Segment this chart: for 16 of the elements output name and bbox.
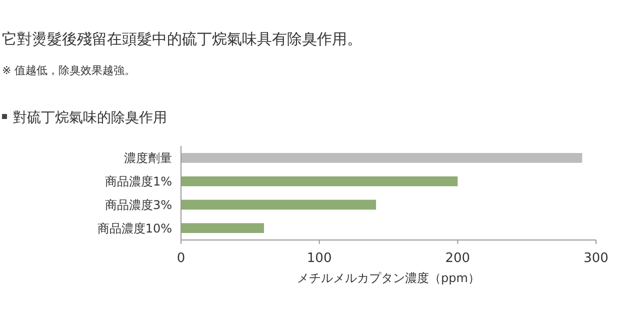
x-tick-label: 100: [306, 251, 332, 266]
text: 對硫丁烷氣味的除臭作用: [13, 110, 167, 126]
x-axis-title: メチルメルカプタン濃度（ppm）: [297, 271, 480, 285]
bar: [181, 176, 458, 186]
x-tick-label: 0: [176, 251, 186, 266]
x-tick-label: 200: [445, 251, 470, 266]
y-tick-label: 濃度劑量: [124, 151, 172, 166]
x-tick-label: 300: [584, 251, 608, 266]
bar: [181, 223, 264, 233]
bar: [181, 200, 376, 210]
y-tick-label: 商品濃度10%: [97, 221, 172, 236]
text: ※ 值越低，除臭效果越強。: [2, 64, 136, 77]
y-tick-label: 商品濃度1%: [104, 174, 172, 189]
chart-title: 它對燙髮後殘留在頭髮中的硫丁烷氣味具有除臭作用。: [2, 30, 362, 48]
bar: [181, 153, 582, 163]
y-tick-label: 商品濃度3%: [104, 198, 172, 212]
